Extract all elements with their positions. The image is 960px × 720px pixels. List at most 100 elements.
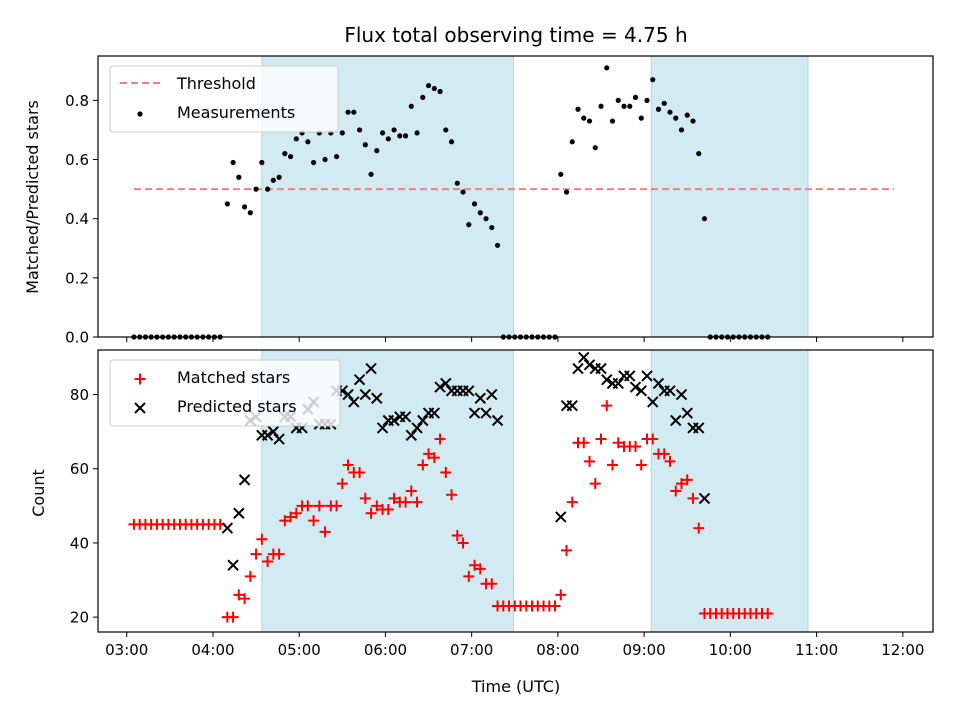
top-dot-point (569, 139, 575, 145)
bottom-plus-point (469, 559, 481, 571)
top-shaded-interval (650, 55, 809, 338)
top-legend-label: Threshold (176, 74, 256, 93)
bottom-plus-point (446, 489, 458, 501)
bottom-legend-marker-swatch (134, 373, 146, 385)
bottom-y-tick-label: 80 (70, 386, 89, 404)
x-axis-label: Time (UTC) (471, 677, 560, 696)
bottom-y-tick-label: 40 (70, 534, 89, 552)
top-dot-point (345, 109, 351, 115)
top-dot-point (305, 139, 311, 145)
bottom-x-point (273, 433, 285, 445)
bottom-x-point (641, 370, 653, 382)
top-dot-point (333, 153, 340, 160)
bottom-plus-point (762, 607, 774, 619)
top-dot-point (339, 130, 345, 136)
bottom-plus-point (273, 548, 285, 560)
bottom-plus-point (584, 455, 596, 467)
bottom-plus-point (675, 478, 687, 490)
top-dot-point (236, 174, 242, 180)
bottom-x-point (491, 414, 504, 427)
plot-layer: 0.0 0.2 0.4 0.6 0.8 Threshold Measurements 20 40… (65, 55, 934, 659)
top-dot-point (368, 171, 374, 177)
chart-title: Flux total observing time = 4.75 h (344, 23, 687, 47)
top-dot-point (563, 189, 570, 195)
bottom-plus-point (595, 433, 607, 445)
bottom-plus-point (256, 533, 268, 545)
bottom-x-point (698, 492, 711, 505)
bottom-legend-marker-swatch (134, 402, 146, 414)
bottom-x-point (353, 373, 366, 386)
bottom-plus-point (635, 459, 647, 471)
x-tick-label: 07:00 (450, 641, 493, 659)
top-axes-frame (97, 55, 934, 338)
x-tick-label: 03:00 (105, 641, 148, 659)
bottom-plus-point (589, 478, 601, 490)
bottom-x-point (583, 359, 596, 371)
bottom-plus-point (400, 496, 412, 508)
top-dot-point (454, 180, 460, 186)
bottom-x-point (486, 388, 498, 401)
top-dot-point (402, 133, 409, 139)
bottom-x-point (629, 381, 642, 393)
top-dot-point (247, 210, 253, 216)
bottom-x-point (578, 351, 590, 364)
bottom-x-point (411, 422, 423, 434)
bottom-plus-point (359, 492, 371, 504)
bottom-legend-box (109, 359, 341, 427)
bottom-plus-point (434, 433, 446, 445)
top-dot-point (615, 97, 621, 103)
bottom-x-point (601, 373, 613, 386)
bottom-x-point (463, 385, 475, 397)
top-legend-box (109, 65, 339, 133)
top-dot-point (592, 145, 598, 151)
bottom-plus-point (233, 589, 245, 601)
bottom-x-point (624, 370, 636, 382)
bottom-x-point (417, 414, 429, 427)
bottom-x-point (365, 362, 377, 375)
bottom-plus-point (417, 459, 429, 471)
bottom-x-point (693, 422, 705, 434)
bottom-x-point (348, 396, 360, 408)
x-tick-label: 04:00 (191, 641, 234, 659)
bottom-plus-point (423, 448, 435, 460)
bottom-x-point (405, 429, 418, 442)
bottom-plus-point (365, 507, 377, 519)
bottom-plus-point (647, 433, 659, 445)
bottom-plus-point (681, 474, 693, 486)
top-dot-point (443, 127, 449, 133)
top-dot-point (425, 82, 432, 89)
top-y-tick-label: 0.8 (65, 92, 89, 110)
bottom-plus-point (319, 526, 331, 538)
top-dot-point (558, 171, 564, 177)
top-dot-point (437, 88, 443, 95)
bottom-x-point (652, 377, 665, 390)
bottom-x-point (595, 362, 607, 375)
top-dot-point (598, 103, 604, 109)
top-dot-point (471, 201, 478, 207)
bottom-x-point (359, 388, 372, 401)
bottom-plus-point (566, 496, 578, 508)
top-dot-point (667, 109, 673, 115)
top-dot-point (356, 127, 363, 133)
bottom-plus-point (388, 492, 400, 504)
bottom-plus-point (451, 530, 463, 542)
top-dot-point (678, 127, 685, 133)
top-dot-point (253, 186, 259, 192)
top-legend-label: Measurements (177, 103, 295, 122)
bottom-x-point (227, 559, 239, 571)
bottom-plus-point (411, 496, 423, 508)
top-dot-point (374, 148, 380, 154)
bottom-x-point (399, 411, 412, 423)
bottom-plus-point (354, 466, 366, 478)
bottom-plus-point (250, 548, 262, 560)
top-dot-point (650, 77, 656, 83)
x-tick-label: 09:00 (623, 641, 666, 659)
top-y-tick-label: 0.4 (65, 210, 89, 228)
bottom-plus-point (308, 515, 320, 527)
bottom-x-point (434, 381, 446, 393)
top-dot-point (276, 174, 282, 180)
top-dot-point (627, 103, 633, 109)
bottom-x-point (555, 511, 567, 523)
bottom-plus-point (336, 478, 348, 490)
